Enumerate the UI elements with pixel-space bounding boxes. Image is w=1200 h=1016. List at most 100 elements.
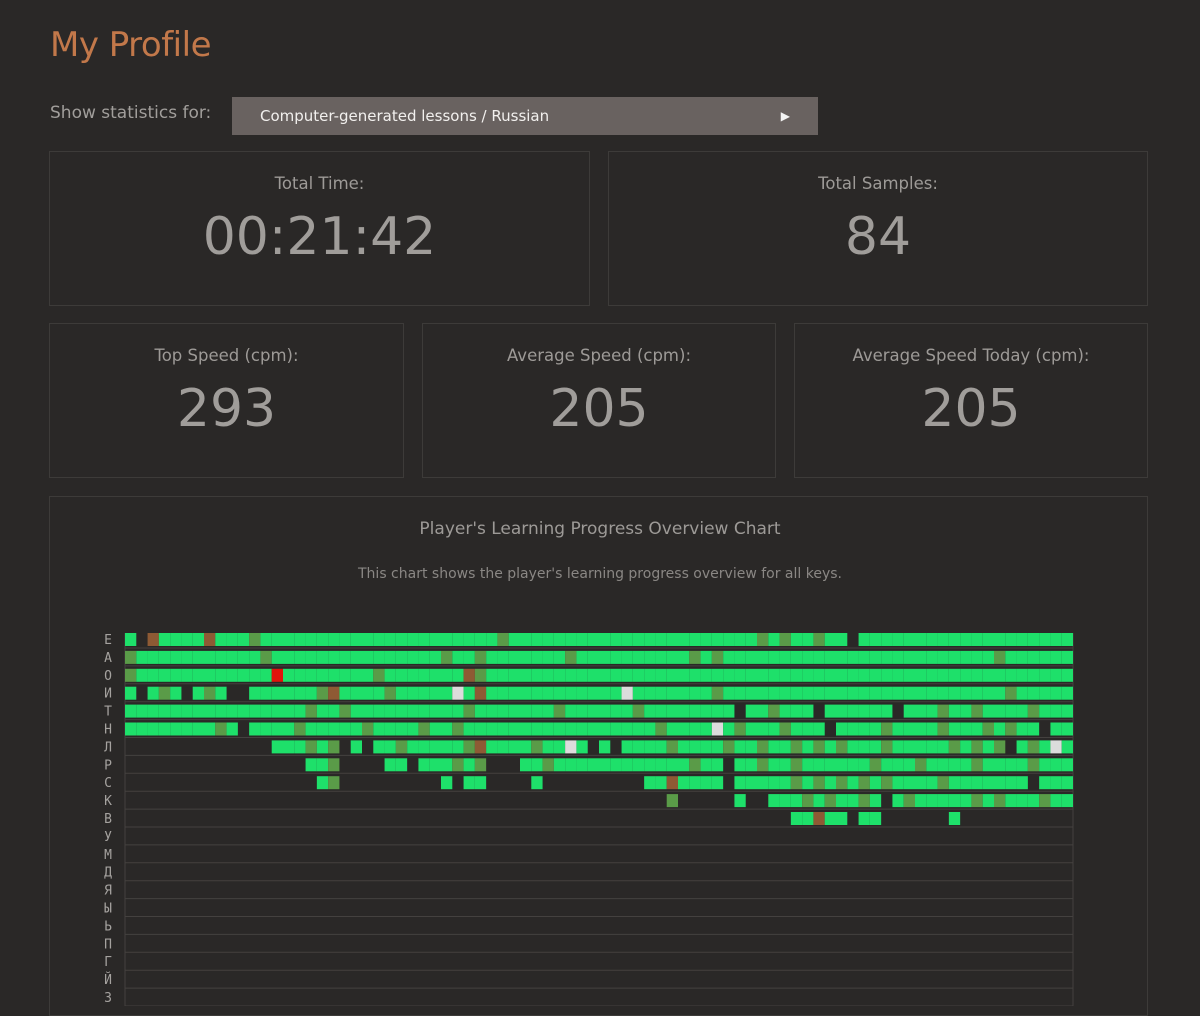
heatmap-cell	[452, 633, 464, 646]
heatmap-cell	[395, 722, 408, 736]
heatmap-cell	[486, 704, 498, 718]
heatmap-cell	[531, 776, 543, 790]
heatmap-cell	[836, 740, 848, 754]
heatmap-cell	[520, 668, 532, 682]
heatmap-cell	[869, 740, 882, 754]
heatmap-cell	[678, 650, 690, 664]
heatmap-cell	[486, 633, 498, 646]
heatmap-cell	[1027, 722, 1040, 736]
heatmap-cell	[621, 758, 633, 772]
heatmap-cell	[215, 722, 227, 736]
chart-subtitle: This chart shows the player's learning p…	[358, 566, 842, 582]
heatmap-cell	[599, 740, 611, 754]
heatmap-cell	[136, 704, 148, 718]
heatmap-cell	[734, 794, 746, 808]
heatmap-cell	[655, 740, 667, 754]
heatmap-cell	[926, 704, 938, 718]
heatmap-cell	[926, 776, 938, 790]
heatmap-cell	[1039, 650, 1051, 664]
heatmap-cell	[632, 704, 645, 718]
heatmap-cell	[136, 650, 148, 664]
heatmap-cell	[621, 633, 633, 646]
heatmap-cell	[316, 668, 329, 682]
heatmap-cell	[802, 704, 814, 718]
heatmap-cell	[666, 758, 678, 772]
heatmap-cell	[407, 633, 419, 646]
heatmap-cell	[328, 704, 340, 718]
heatmap-cell	[1039, 794, 1051, 808]
heatmap-cell	[790, 776, 803, 790]
heatmap-cell	[836, 633, 848, 646]
statistics-source-select[interactable]: Computer-generated lessons / Russian ▶	[232, 97, 818, 135]
heatmap-cell	[508, 740, 520, 754]
heatmap-cell	[463, 722, 475, 736]
heatmap-cell	[531, 722, 543, 736]
heatmap-cell	[599, 633, 611, 646]
heatmap-cell	[328, 633, 340, 646]
heatmap-cell	[542, 722, 554, 736]
heatmap-cell	[982, 740, 994, 754]
heatmap-cell	[847, 686, 859, 700]
heatmap-cell	[734, 758, 746, 772]
heatmap-cell	[700, 722, 712, 736]
heatmap-cell	[813, 758, 825, 772]
heatmap-cell	[395, 650, 408, 664]
heatmap-cell	[305, 740, 317, 754]
heatmap-cell	[745, 758, 757, 772]
heatmap-cell	[768, 704, 780, 718]
heatmap-cell	[779, 633, 791, 646]
heatmap-cell	[1027, 633, 1040, 646]
heatmap-cell	[903, 650, 915, 664]
heatmap-cell	[621, 686, 633, 700]
heatmap-cell	[779, 722, 791, 736]
row-label: Н	[104, 723, 112, 738]
average-speed-today-card: Average Speed Today (cpm): 205	[794, 323, 1148, 478]
heatmap-cell	[960, 758, 972, 772]
heatmap-cell	[610, 633, 622, 646]
heatmap-cell	[226, 633, 238, 646]
heatmap-cell	[158, 633, 171, 646]
heatmap-cell	[881, 650, 893, 664]
heatmap-cell	[1039, 686, 1051, 700]
heatmap-cell	[226, 668, 238, 682]
heatmap-cell	[474, 722, 487, 736]
heatmap-cell	[429, 722, 441, 736]
heatmap-cell	[960, 633, 972, 646]
heatmap-cell	[994, 758, 1006, 772]
heatmap-cell	[1005, 758, 1017, 772]
heatmap-cell	[903, 722, 915, 736]
heatmap-cell	[1050, 722, 1062, 736]
heatmap-cell	[971, 794, 983, 808]
heatmap-cell	[824, 812, 836, 825]
heatmap-cell	[407, 668, 419, 682]
heatmap-cell	[768, 650, 780, 664]
heatmap-cell	[486, 740, 498, 754]
heatmap-cell	[294, 650, 306, 664]
average-speed-card: Average Speed (cpm): 205	[422, 323, 776, 478]
heatmap-cell	[452, 686, 464, 700]
heatmap-cell	[768, 776, 780, 790]
heatmap-cell	[125, 668, 137, 682]
heatmap-cell	[339, 722, 351, 736]
row-label: Й	[104, 972, 112, 988]
heatmap-cell	[982, 668, 994, 682]
heatmap-cell	[779, 776, 791, 790]
heatmap-cell	[418, 740, 430, 754]
heatmap-cell	[599, 650, 611, 664]
heatmap-cell	[915, 776, 927, 790]
heatmap-cell	[689, 740, 701, 754]
heatmap-cell	[994, 633, 1006, 646]
heatmap-cell	[271, 650, 283, 664]
row-label: О	[104, 669, 112, 684]
heatmap-cell	[339, 668, 351, 682]
heatmap-cell	[204, 668, 216, 682]
heatmap-cell	[689, 650, 701, 664]
heatmap-cell	[892, 794, 904, 808]
heatmap-cell	[757, 758, 769, 772]
heatmap-cell	[745, 740, 757, 754]
heatmap-cell	[779, 794, 791, 808]
heatmap-cell	[892, 776, 904, 790]
heatmap-cell	[779, 704, 791, 718]
heatmap-cell	[869, 812, 882, 825]
heatmap-cell	[350, 650, 362, 664]
